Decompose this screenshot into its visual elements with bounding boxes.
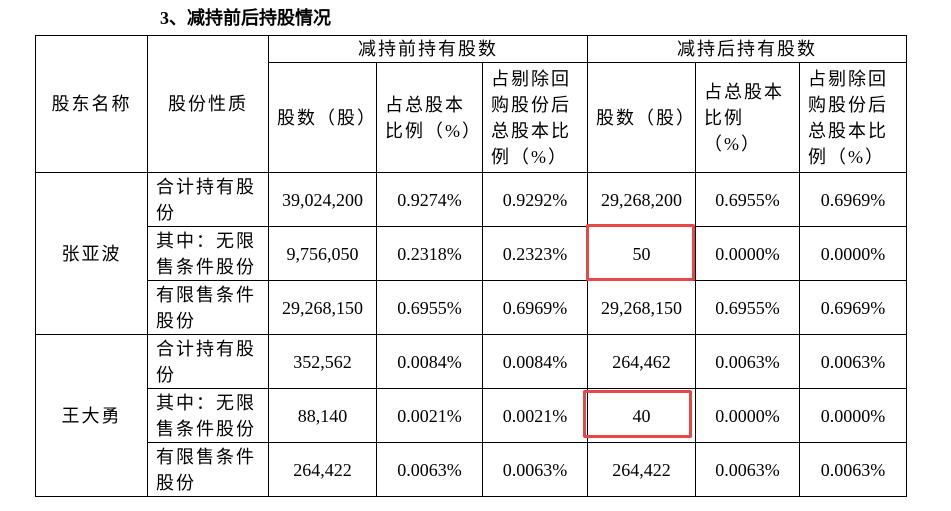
table-cell: 有限售条件股份: [147, 442, 269, 497]
table-row: 其中：无限售条件股份 88,140 0.0021% 0.0021% 40 0.0000% 0…: [36, 388, 907, 443]
table-cell: 0.0063%: [695, 442, 800, 497]
table-cell: 88,140: [268, 388, 377, 443]
table-cell: 0.2318%: [376, 226, 483, 281]
table-cell: 减持后持有股数: [587, 35, 907, 63]
table-cell: 0.6955%: [695, 280, 800, 335]
table-cell: 占剔除回购股份后总股本比例（%）: [799, 62, 907, 173]
table-cell: 占剔除回购股份后总股本比例（%）: [482, 62, 588, 173]
table-row: 王大勇 合计持有股份 352,562 0.0084% 0.0084% 264,462 0.0…: [35, 334, 907, 497]
table-cell: 0.9274%: [376, 172, 483, 227]
section-title: 3、减持前后持股情况: [160, 8, 331, 28]
table-cell: 减持前持有股数: [268, 35, 588, 63]
table-cell: 0.0063%: [376, 442, 483, 497]
table-row: 股东名称 股份性质 减持前持有股数 减持后持有股数: [35, 35, 907, 173]
table-cell: 0.6969%: [799, 172, 907, 227]
table-row: 有限售条件股份 29,268,150 0.6955% 0.6969% 29,268,15…: [36, 280, 907, 335]
table-cell: 股数（股）: [587, 62, 696, 173]
table-cell: 264,422: [587, 442, 696, 497]
table-cell: 29,268,150: [587, 280, 696, 335]
table-cell: 0.0063%: [482, 442, 588, 497]
table-cell: 50: [587, 226, 696, 281]
table-cell: 有限售条件股份: [147, 280, 269, 335]
table-cell: 0.6969%: [482, 280, 588, 335]
table-cell: 0.6955%: [376, 280, 483, 335]
table-cell: 0.9292%: [482, 172, 588, 227]
table-cell: 0.0000%: [695, 226, 800, 281]
table-cell: 其中：无限售条件股份: [147, 226, 269, 281]
table-cell: 0.0021%: [376, 388, 483, 443]
table-cell: 合计持有股份: [147, 334, 269, 389]
table-cell: 352,562: [268, 334, 377, 389]
table-cell: 占总股本比例（%）: [695, 62, 800, 173]
table-row: 其中：无限售条件股份 9,756,050 0.2318% 0.2323% 50 0.000…: [36, 226, 907, 281]
table-cell: 264,462: [587, 334, 696, 389]
table-cell: 股东名称: [35, 35, 148, 173]
table-cell: 0.0021%: [482, 388, 588, 443]
table-cell: 王大勇: [35, 334, 148, 497]
table-cell: 29,268,150: [268, 280, 377, 335]
table-cell: 其中：无限售条件股份: [147, 388, 269, 443]
table-cell: 0.0084%: [482, 334, 588, 389]
table-cell: 9,756,050: [268, 226, 377, 281]
table-cell: 合计持有股份: [147, 172, 269, 227]
table-cell: 0.0000%: [799, 226, 907, 281]
table-cell: 张亚波: [35, 172, 148, 335]
table-cell: 0.2323%: [482, 226, 588, 281]
holding-table: 股东名称 股份性质 减持前持有股数 减持后持有股数 股数（股） 占总股本比例（%） 占剔除回…: [35, 35, 907, 497]
table-cell: 39,024,200: [268, 172, 377, 227]
table-row: 张亚波 合计持有股份 39,024,200 0.9274% 0.9292% 29,268,…: [35, 172, 907, 335]
highlight-box: [583, 390, 692, 438]
table-cell: 0.6955%: [695, 172, 800, 227]
table-cell: 股数（股）: [268, 62, 377, 173]
table-cell: 0.0000%: [799, 388, 907, 443]
table-cell: 占总股本比例（%）: [376, 62, 483, 173]
table-cell: 0.6969%: [799, 280, 907, 335]
table-cell: 29,268,200: [587, 172, 696, 227]
highlight-box: [586, 224, 695, 281]
table-cell: 0.0000%: [695, 388, 800, 443]
table-cell: 0.0063%: [799, 334, 907, 389]
table-row: 股数（股） 占总股本比例（%） 占剔除回购股份后总股本比例（%） 股数（股） 占总股本比…: [36, 62, 907, 173]
table-cell: 264,422: [268, 442, 377, 497]
table-cell: 40: [587, 388, 696, 443]
table-cell: 0.0063%: [799, 442, 907, 497]
table-cell: 0.0084%: [376, 334, 483, 389]
table-row: 有限售条件股份 264,422 0.0063% 0.0063% 264,422 0.006…: [36, 442, 907, 497]
table-cell: 0.0063%: [695, 334, 800, 389]
table-cell: 股份性质: [147, 35, 269, 173]
